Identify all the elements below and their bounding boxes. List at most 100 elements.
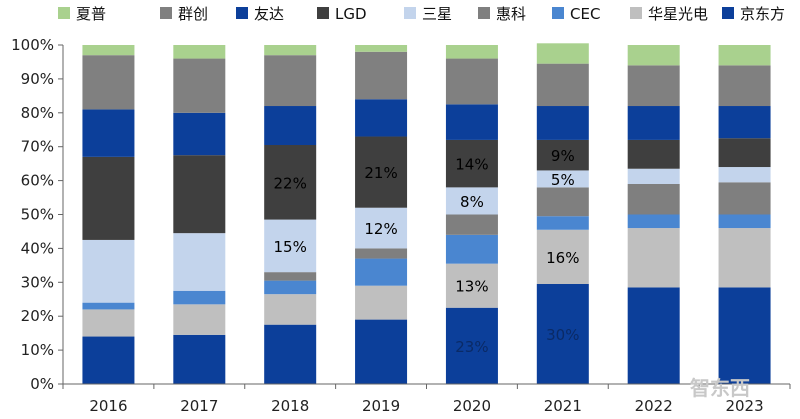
data-label: 8% [460,193,484,211]
bar-segment-sharp-2023 [718,45,771,66]
bar-segment-innolux-2022 [627,65,680,107]
data-label: 30% [546,326,579,344]
x-tick-label: 2019 [362,397,400,415]
y-tick-label: 70% [21,138,54,156]
bar-segment-innolux-2017 [173,58,226,113]
data-label: 9% [551,147,575,165]
bar-segment-cec-2022 [627,214,680,229]
y-tick-label: 0% [30,375,54,393]
bar-segment-innolux-2021 [536,63,589,107]
legend-swatch-sharp [58,7,70,19]
bar-segment-samsung-2018 [264,219,317,273]
data-label: 13% [455,278,488,296]
bar-segment-samsung-2020 [445,187,498,215]
legend-label-samsung: 三星 [422,5,452,23]
x-tick-label: 2016 [89,397,127,415]
data-label: 16% [546,249,579,267]
bar-segment-samsung-2021 [536,170,589,188]
y-tick-label: 20% [21,307,54,325]
legend-label-lgd: LGD [335,5,367,23]
bar-segment-innolux-2018 [264,55,317,107]
y-axis: 0% 10% 20% 30% 40% 50% 60% 70% 80% 90% 100% [11,36,64,393]
legend-swatch-hkc [478,7,490,19]
bar-segment-lgd-2017 [173,155,226,234]
legend-swatch-lgd [317,7,329,19]
bar-segment-boe-2019 [355,319,408,384]
bar-segment-sharp-2021 [536,43,589,64]
y-tick-label: 40% [21,239,54,257]
bar-segment-auo-2020 [445,104,498,140]
bar-segment-lgd-2019 [355,136,408,208]
bar-segment-csot-2021 [536,229,589,284]
y-tick-label: 60% [21,172,54,190]
legend-label-innolux: 群创 [178,5,208,23]
data-label: 22% [274,174,307,192]
bar-segment-auo-2017 [173,112,226,156]
y-tick-label: 80% [21,104,54,122]
y-tick-label: 100% [11,36,54,54]
bar-segment-lgd-2018 [264,145,317,220]
bar-segment-csot-2019 [355,285,408,320]
x-tick-label: 2021 [544,397,582,415]
bar-segment-samsung-2019 [355,207,408,249]
bar-segment-samsung-2022 [627,168,680,184]
legend: 夏普 群创 友达 LGD 三星 惠科 CEC 华星光电 京东方 [58,5,785,23]
data-label: 21% [364,164,397,182]
data-label: 23% [455,338,488,356]
legend-swatch-innolux [160,7,172,19]
x-axis: 2016 2017 2018 2019 2020 2021 2022 2023 [62,383,791,415]
bar-segment-auo-2023 [718,106,771,139]
x-tick-label: 2020 [453,397,491,415]
data-label: 14% [455,156,488,174]
legend-swatch-auo [236,7,248,19]
bar-segment-auo-2021 [536,106,589,140]
data-label: 15% [274,238,307,256]
bar-segment-hkc-2019 [355,248,408,259]
bar-segment-sharp-2020 [445,45,498,59]
bar-segment-innolux-2023 [718,65,771,107]
bar-segment-lgd-2016 [82,156,135,240]
bar-segment-csot-2023 [718,228,771,288]
data-label: 12% [364,220,397,238]
bar-segment-samsung-2017 [173,233,226,291]
bar-segment-sharp-2019 [355,45,408,52]
bar-segment-innolux-2016 [82,55,135,110]
legend-label-hkc: 惠科 [496,5,526,23]
x-tick-label: 2022 [635,397,673,415]
bar-segment-boe-2020 [445,307,498,384]
legend-swatch-csot [630,7,642,19]
legend-swatch-samsung [404,7,416,19]
bar-segment-hkc-2023 [718,182,771,215]
bar-segment-auo-2016 [82,109,135,157]
y-tick-label: 50% [21,206,54,224]
bar-segment-lgd-2023 [718,138,771,168]
bar-segment-boe-2023 [718,287,771,384]
x-tick-label: 2023 [725,397,763,415]
bar-segment-hkc-2018 [264,272,317,281]
bar-segment-cec-2017 [173,290,226,305]
legend-label-csot: 华星光电 [648,5,708,23]
bar-segment-cec-2023 [718,214,771,229]
bar-segment-boe-2021 [536,283,589,384]
legend-label-boe: 京东方 [740,5,785,23]
data-labels: 22% 21% 14% 9% 15% 12% 8% 5% 13% 16% 23% 30% [274,147,580,356]
bar-segment-sharp-2017 [173,45,226,59]
bar-segment-auo-2022 [627,106,680,140]
bar-segment-auo-2019 [355,99,408,137]
bar-segment-hkc-2021 [536,187,589,217]
bar-segment-sharp-2018 [264,45,317,56]
bar-segment-cec-2016 [82,302,135,310]
bar-segment-innolux-2020 [445,58,498,105]
bar-segment-boe-2017 [173,334,226,384]
x-tick-label: 2018 [271,397,309,415]
legend-swatch-boe [722,7,734,19]
legend-label-auo: 友达 [254,5,284,23]
y-tick-label: 10% [21,341,54,359]
bar-segment-csot-2022 [627,228,680,288]
bar-segment-csot-2016 [82,309,135,337]
bar-segment-sharp-2022 [627,45,680,66]
bar-segment-lgd-2022 [627,139,680,169]
x-tick-label: 2017 [180,397,218,415]
bar-segment-innolux-2019 [355,51,408,100]
